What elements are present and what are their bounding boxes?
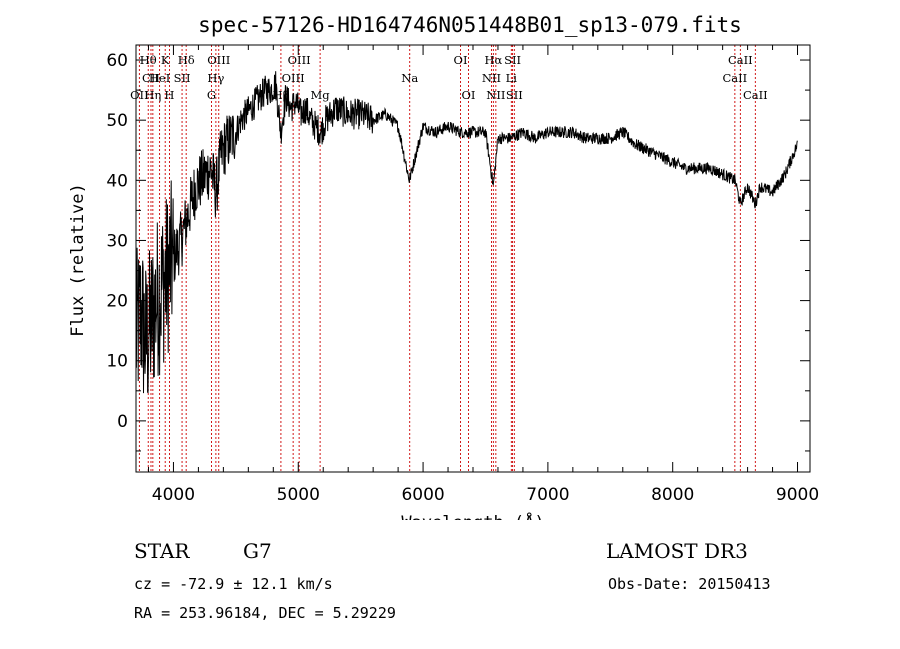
spectral-lines xyxy=(138,45,756,472)
y-tick-label: 0 xyxy=(117,412,128,432)
spectral-line-label: Li xyxy=(506,71,518,85)
spectral-line-label: NII xyxy=(482,71,501,85)
y-axis: 0 10 20 30 40 50 60 xyxy=(106,51,810,452)
x-tick-label: 5000 xyxy=(277,485,320,505)
y-axis-label: Flux (relative) xyxy=(68,183,88,337)
coordinates: RA = 253.96184, DEC = 5.29229 xyxy=(134,604,396,622)
plot-frame xyxy=(135,44,811,473)
y-tick-label: 50 xyxy=(106,111,128,131)
observation-date: Obs-Date: 20150413 xyxy=(608,575,771,593)
x-tick-label: 9000 xyxy=(776,485,819,505)
spectral-line-label: Hδ xyxy=(178,53,195,67)
spectral-line-label: NII xyxy=(486,88,505,102)
spectral-line-label: Hγ xyxy=(207,71,224,85)
spectrum-chart: spec-57126-HD164746N051448B01_sp13-079.f… xyxy=(68,13,819,520)
y-tick-label: 40 xyxy=(106,171,128,191)
spectral-line-label: OI xyxy=(462,88,476,102)
spectral-line-label: CII xyxy=(142,71,160,85)
chart-title: spec-57126-HD164746N051448B01_sp13-079.f… xyxy=(198,13,742,37)
spectral-line-label: SII xyxy=(174,71,191,85)
spectral-line-label: OIII xyxy=(282,71,305,85)
x-tick-label: 4000 xyxy=(152,485,195,505)
spectral-line-label: Na xyxy=(401,71,418,85)
spectral-line-label: H xyxy=(164,88,174,102)
spectral-line-label: CaII xyxy=(728,53,753,67)
flux-series xyxy=(135,71,798,394)
spectral-line-label: Hα xyxy=(484,53,502,67)
x-axis: 4000 5000 6000 7000 8000 9000 xyxy=(147,45,819,505)
y-tick-label: 30 xyxy=(106,231,128,251)
spectral-line-label: Hη xyxy=(144,88,161,102)
x-axis-label: Wavelength (Å) xyxy=(401,511,544,520)
subclass: G7 xyxy=(243,539,272,563)
spectral-line-label: CaII xyxy=(743,88,768,102)
spectral-line-label: HeI xyxy=(149,71,170,85)
object-type: STAR xyxy=(134,539,190,563)
x-tick-label: 6000 xyxy=(401,485,444,505)
spectral-line-label: OII xyxy=(130,88,149,102)
spectral-line-label: G xyxy=(207,88,216,102)
survey-label: LAMOST DR3 xyxy=(606,539,748,563)
spectral-line-label: Hθ xyxy=(140,53,157,67)
y-tick-label: 20 xyxy=(106,292,128,312)
spectral-line-label: K xyxy=(161,53,170,67)
spectral-line-label: Mg xyxy=(311,88,331,102)
spectral-line-label: SII xyxy=(506,88,523,102)
x-tick-label: 7000 xyxy=(526,485,569,505)
spectral-line-label: OI xyxy=(454,53,468,67)
spectral-line-label: OIII xyxy=(207,53,230,67)
x-tick-label: 8000 xyxy=(651,485,694,505)
spectral-line-label: SII xyxy=(504,53,521,67)
spectral-line-label: OIII xyxy=(288,53,311,67)
redshift-velocity: cz = -72.9 ± 12.1 km/s xyxy=(134,575,333,593)
y-tick-label: 10 xyxy=(106,352,128,372)
spectral-line-label: CaII xyxy=(722,71,747,85)
y-tick-label: 60 xyxy=(106,51,128,71)
